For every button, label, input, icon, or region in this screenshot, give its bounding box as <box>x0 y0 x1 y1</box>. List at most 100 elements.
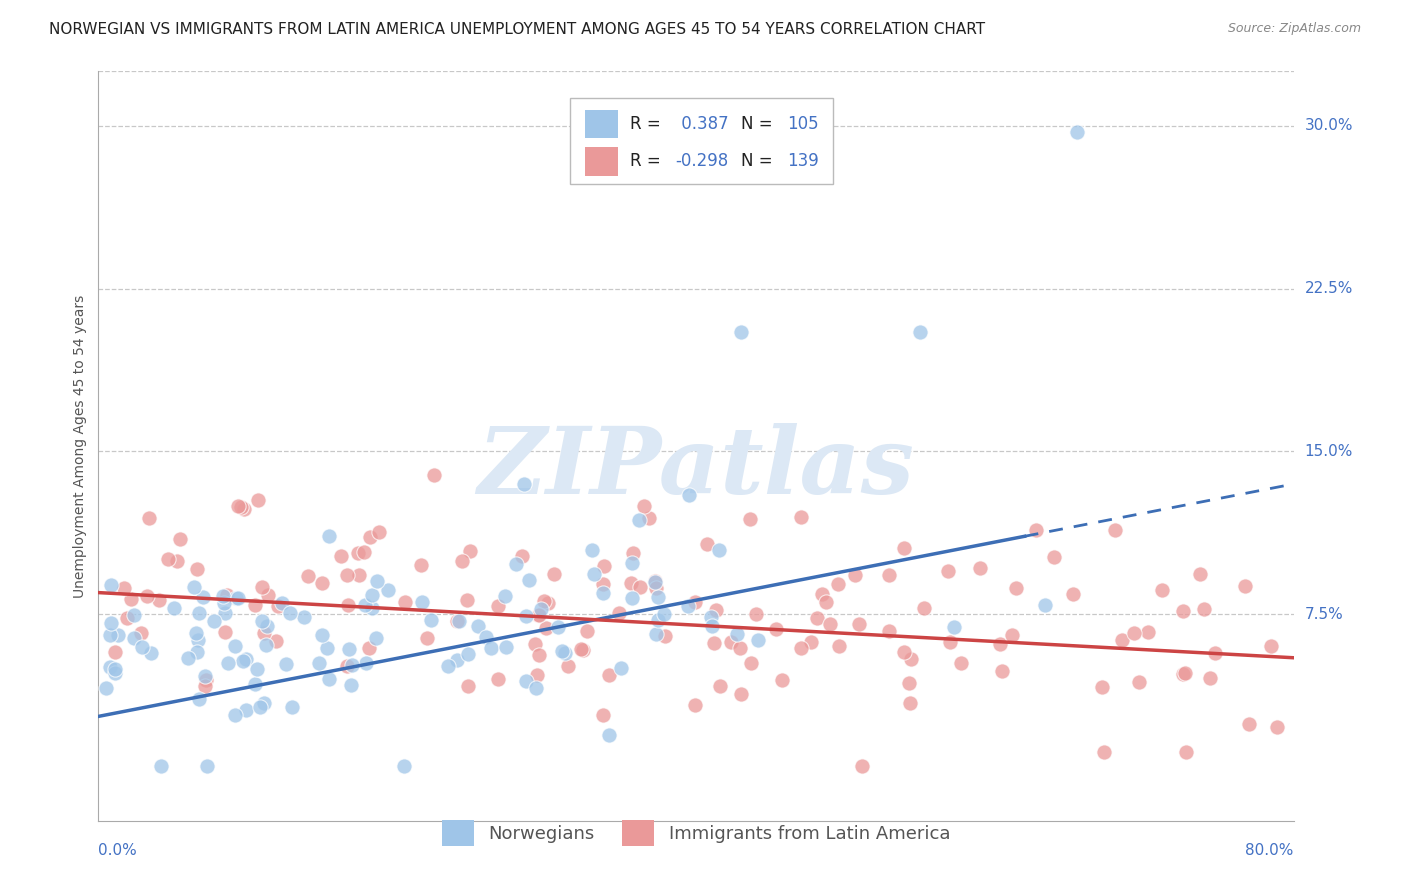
Point <box>1066 125 1088 139</box>
Point <box>1204 646 1226 660</box>
Point <box>169 532 191 546</box>
Point <box>908 325 931 339</box>
Point <box>486 673 509 687</box>
Point <box>104 665 127 680</box>
Point <box>633 499 655 513</box>
Point <box>232 501 254 516</box>
Point <box>738 512 761 526</box>
Point <box>1171 667 1194 681</box>
Point <box>475 630 498 644</box>
Point <box>150 759 173 773</box>
Text: ZIPatlas: ZIPatlas <box>478 424 914 514</box>
Point <box>411 594 433 608</box>
Point <box>877 624 900 639</box>
Point <box>267 599 290 613</box>
Point <box>526 667 548 681</box>
Point <box>654 629 676 643</box>
Point <box>217 656 239 670</box>
Point <box>647 613 669 627</box>
Point <box>423 467 446 482</box>
Point <box>543 567 565 582</box>
Point <box>645 581 668 595</box>
Point <box>202 614 225 628</box>
Point <box>359 530 381 544</box>
Text: 0.387: 0.387 <box>676 115 728 133</box>
Point <box>112 581 135 595</box>
Text: 139: 139 <box>787 153 818 170</box>
Point <box>243 598 266 612</box>
Point <box>342 657 364 672</box>
Legend: Norwegians, Immigrants from Latin America: Norwegians, Immigrants from Latin Americ… <box>434 813 957 853</box>
Point <box>696 537 718 551</box>
Point <box>900 696 922 710</box>
Point <box>136 589 159 603</box>
Point <box>877 568 900 582</box>
Point <box>505 557 527 571</box>
Point <box>366 631 388 645</box>
Point <box>524 681 547 696</box>
Point <box>183 580 205 594</box>
Point <box>129 626 152 640</box>
Bar <box>585 147 619 176</box>
Point <box>224 639 246 653</box>
Point <box>1188 566 1211 581</box>
Point <box>318 529 340 543</box>
Point <box>770 673 793 687</box>
Point <box>188 607 211 621</box>
Point <box>765 622 787 636</box>
Point <box>457 679 479 693</box>
Point <box>340 678 363 692</box>
Point <box>120 591 142 606</box>
Point <box>678 488 700 502</box>
Point <box>254 638 277 652</box>
Point <box>212 596 235 610</box>
Text: 22.5%: 22.5% <box>1305 281 1353 296</box>
Point <box>194 669 217 683</box>
Point <box>292 609 315 624</box>
Point <box>253 625 276 640</box>
Point <box>898 676 921 690</box>
Point <box>336 568 359 582</box>
Point <box>1128 675 1150 690</box>
Point <box>1091 681 1114 695</box>
Point <box>415 631 437 645</box>
Point <box>315 641 337 656</box>
Point <box>523 637 546 651</box>
Point <box>229 500 252 515</box>
Point <box>628 580 651 594</box>
Point <box>188 692 211 706</box>
Point <box>1137 624 1160 639</box>
Point <box>337 641 360 656</box>
Point <box>1260 640 1282 654</box>
Point <box>598 728 620 742</box>
Point <box>592 577 614 591</box>
Point <box>278 606 301 620</box>
Point <box>495 640 517 654</box>
Point <box>98 660 121 674</box>
Point <box>336 658 359 673</box>
Point <box>827 576 849 591</box>
Point <box>628 513 651 527</box>
Point <box>104 644 127 658</box>
Point <box>148 593 170 607</box>
Point <box>450 554 472 568</box>
Text: R =: R = <box>630 153 666 170</box>
Point <box>581 542 603 557</box>
Point <box>515 609 537 624</box>
Text: NORWEGIAN VS IMMIGRANTS FROM LATIN AMERICA UNEMPLOYMENT AMONG AGES 45 TO 54 YEAR: NORWEGIAN VS IMMIGRANTS FROM LATIN AMERI… <box>49 22 986 37</box>
Point <box>311 628 333 642</box>
Text: R =: R = <box>630 115 666 133</box>
Point <box>224 708 246 723</box>
Point <box>246 492 269 507</box>
Point <box>1194 602 1216 616</box>
Point <box>844 567 866 582</box>
Point <box>702 619 724 633</box>
Point <box>270 596 292 610</box>
Point <box>1092 745 1115 759</box>
Point <box>494 590 516 604</box>
Point <box>569 641 592 656</box>
Point <box>554 646 576 660</box>
Point <box>848 616 870 631</box>
Point <box>191 590 214 604</box>
Point <box>912 601 935 615</box>
